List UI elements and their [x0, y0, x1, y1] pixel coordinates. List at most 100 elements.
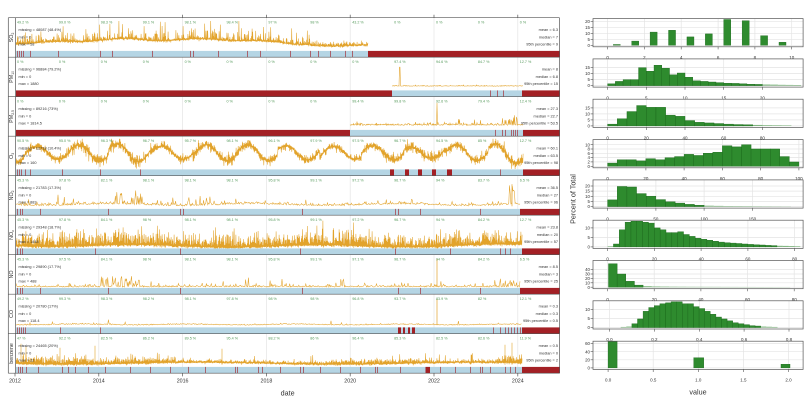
svg-text:12.4 %: 12.4 %: [520, 100, 532, 104]
svg-text:min = 0: min = 0: [19, 154, 32, 158]
svg-text:0: 0: [588, 325, 591, 330]
svg-text:98.1 %: 98.1 %: [227, 258, 239, 262]
svg-text:5: 5: [588, 118, 591, 123]
svg-text:20: 20: [760, 95, 766, 100]
svg-text:median = 6.8: median = 6.8: [536, 75, 558, 79]
svg-text:0.2: 0.2: [651, 337, 658, 342]
svg-text:6: 6: [717, 55, 720, 60]
svg-text:49.2 %: 49.2 %: [17, 297, 29, 301]
svg-text:2020: 2020: [344, 379, 356, 385]
svg-text:missing = 29890 (17.7%): missing = 29890 (17.7%): [19, 265, 62, 269]
svg-text:missing = 96884 (79.2%): missing = 96884 (79.2%): [19, 68, 62, 72]
svg-text:10: 10: [585, 71, 590, 76]
svg-text:0: 0: [606, 297, 609, 302]
svg-text:0 %: 0 %: [268, 100, 275, 104]
svg-text:5: 5: [588, 235, 591, 240]
svg-text:0.6: 0.6: [741, 337, 748, 342]
svg-text:10: 10: [585, 307, 590, 312]
svg-text:2016: 2016: [177, 379, 189, 385]
svg-text:0 %: 0 %: [185, 60, 192, 64]
svg-text:20: 20: [652, 257, 658, 262]
svg-text:NO2: NO2: [9, 190, 15, 200]
svg-text:max = 118.4: max = 118.4: [19, 319, 41, 323]
svg-text:99.1 %: 99.1 %: [143, 21, 155, 25]
svg-text:4: 4: [680, 55, 683, 60]
svg-text:94 %: 94 %: [436, 218, 445, 222]
svg-text:100: 100: [795, 176, 803, 181]
svg-text:max = 488: max = 488: [19, 280, 37, 284]
svg-text:missing = 89216 (73%): missing = 89216 (73%): [19, 107, 59, 111]
svg-text:98.1 %: 98.1 %: [227, 139, 239, 143]
svg-text:0: 0: [588, 285, 591, 290]
svg-text:83.7 %: 83.7 %: [478, 179, 490, 183]
svg-text:98.4 %: 98.4 %: [227, 21, 239, 25]
svg-text:96.7 %: 96.7 %: [394, 139, 406, 143]
svg-text:82 %: 82 %: [478, 297, 487, 301]
svg-text:0: 0: [606, 176, 609, 181]
svg-text:80: 80: [792, 257, 798, 262]
svg-text:mean = 27.3: mean = 27.3: [537, 107, 558, 111]
svg-text:60: 60: [721, 136, 727, 141]
svg-text:SO2: SO2: [9, 32, 15, 42]
svg-text:60: 60: [585, 341, 590, 346]
svg-text:missing = 12718 (10.4%): missing = 12718 (10.4%): [19, 147, 62, 151]
svg-text:2: 2: [643, 55, 646, 60]
svg-text:6: 6: [588, 151, 591, 156]
svg-text:40: 40: [682, 176, 688, 181]
svg-text:50: 50: [653, 216, 659, 221]
svg-text:median = 7: median = 7: [539, 35, 558, 39]
svg-text:0 %: 0 %: [310, 100, 317, 104]
svg-text:missing = 21783 (17.3%): missing = 21783 (17.3%): [19, 186, 62, 190]
svg-text:0: 0: [588, 245, 591, 250]
svg-text:95.4 %: 95.4 %: [227, 337, 239, 341]
svg-text:NO: NO: [9, 270, 15, 278]
svg-text:5: 5: [588, 77, 591, 82]
svg-text:60: 60: [745, 297, 751, 302]
svg-text:150: 150: [749, 216, 757, 221]
svg-text:88.2 %: 88.2 %: [268, 337, 280, 341]
svg-text:40: 40: [585, 267, 590, 272]
svg-text:benzene: benzene: [9, 343, 15, 364]
svg-text:mean = 0.3: mean = 0.3: [539, 305, 558, 309]
svg-text:96.3 %: 96.3 %: [101, 139, 113, 143]
svg-text:min = 0: min = 0: [19, 351, 32, 355]
svg-text:60: 60: [745, 257, 751, 262]
svg-text:0.0: 0.0: [605, 378, 612, 383]
svg-text:0 %: 0 %: [59, 100, 66, 104]
svg-text:98 %: 98 %: [268, 297, 277, 301]
svg-text:20: 20: [585, 276, 590, 281]
svg-text:0 %: 0 %: [101, 60, 108, 64]
svg-text:82.5 %: 82.5 %: [101, 337, 113, 341]
svg-text:99.3 %: 99.3 %: [59, 297, 71, 301]
svg-text:20: 20: [585, 357, 590, 362]
svg-text:median = 0.3: median = 0.3: [536, 312, 558, 316]
svg-text:12.7 %: 12.7 %: [520, 139, 532, 143]
svg-text:80: 80: [760, 136, 766, 141]
svg-text:98.1 %: 98.1 %: [185, 258, 197, 262]
svg-text:40: 40: [699, 257, 705, 262]
svg-text:median = 3: median = 3: [539, 272, 558, 276]
svg-text:min = 0: min = 0: [19, 35, 32, 39]
svg-text:0: 0: [606, 55, 609, 60]
svg-text:2022: 2022: [428, 379, 440, 385]
svg-text:10: 10: [585, 280, 590, 285]
svg-text:2.0: 2.0: [785, 378, 792, 383]
svg-text:84.2 %: 84.2 %: [478, 218, 490, 222]
svg-text:98 %: 98 %: [310, 21, 319, 25]
svg-text:missing = 20780 (17%): missing = 20780 (17%): [19, 305, 59, 309]
svg-text:0: 0: [588, 366, 591, 371]
svg-text:O3: O3: [9, 153, 15, 159]
svg-text:99.8 %: 99.8 %: [394, 100, 406, 104]
svg-text:95th percentile = 57: 95th percentile = 57: [524, 240, 558, 244]
svg-text:96.7 %: 96.7 %: [394, 218, 406, 222]
svg-text:95th percentile = 25: 95th percentile = 25: [524, 280, 558, 284]
svg-text:median = 0: median = 0: [539, 351, 558, 355]
svg-text:PM10: PM10: [9, 71, 15, 83]
svg-text:80: 80: [758, 176, 764, 181]
svg-text:97.4 %: 97.4 %: [394, 60, 406, 64]
svg-text:date: date: [281, 389, 295, 398]
svg-text:99.1 %: 99.1 %: [310, 218, 322, 222]
svg-text:98.1 %: 98.1 %: [227, 218, 239, 222]
svg-text:2012: 2012: [9, 379, 21, 385]
svg-text:93.7 %: 93.7 %: [394, 297, 406, 301]
